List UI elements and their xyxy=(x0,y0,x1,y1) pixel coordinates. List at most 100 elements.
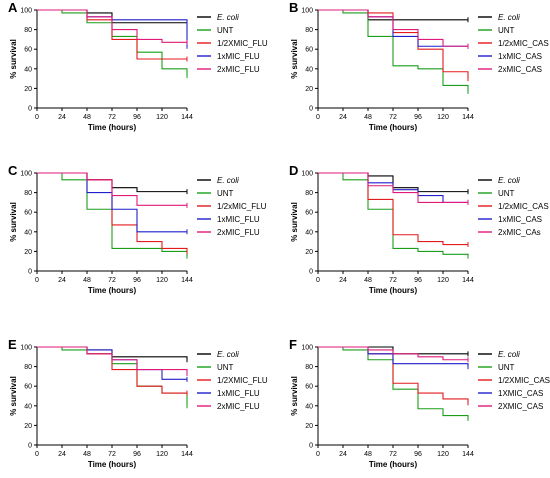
panel-letter: C xyxy=(8,163,18,178)
x-tick-label: 0 xyxy=(316,451,320,458)
y-tick-label: 20 xyxy=(24,249,32,256)
x-tick-label: 120 xyxy=(437,114,449,121)
x-tick-label: 0 xyxy=(35,277,39,284)
panel-C: C 0 20 40 60 80 100 0 24 48 72 96 120 144 Time (hours)… xyxy=(8,163,267,295)
legend-label: UNT xyxy=(498,189,515,198)
x-tick-label: 144 xyxy=(462,277,474,284)
y-tick-label: 60 xyxy=(24,384,32,391)
x-axis-title: Time (hours) xyxy=(369,286,418,295)
x-tick-label: 24 xyxy=(58,451,66,458)
legend-label: 1xMIC_CAS xyxy=(498,52,542,61)
y-tick-label: 20 xyxy=(305,249,313,256)
panel-letter: E xyxy=(8,337,17,352)
y-tick-label: 80 xyxy=(305,190,313,197)
panel-letter: F xyxy=(289,337,297,352)
x-tick-label: 144 xyxy=(462,451,474,458)
series-line-4 xyxy=(37,346,188,374)
x-tick-label: 24 xyxy=(58,277,66,284)
y-tick-label: 40 xyxy=(305,66,313,73)
x-tick-label: 144 xyxy=(181,277,193,284)
legend-label: 2xMIC_FLU xyxy=(217,228,260,237)
x-tick-label: 24 xyxy=(339,277,347,284)
y-axis-title: % survival xyxy=(9,376,18,416)
legend-label: E. coli xyxy=(217,350,239,359)
y-tick-label: 80 xyxy=(24,190,32,197)
y-tick-label: 40 xyxy=(24,403,32,410)
legend-label: UNT xyxy=(217,26,234,35)
x-tick-label: 120 xyxy=(437,277,449,284)
panel-E: E 0 20 40 60 80 100 0 24 48 72 96 120 144 Time (hours)… xyxy=(8,337,268,469)
x-tick-label: 96 xyxy=(414,277,422,284)
series-line-1 xyxy=(318,172,469,257)
y-tick-label: 20 xyxy=(305,423,313,430)
panel-A: A 0 20 40 60 80 100 0 24 48 72 96 120 144 Time (hours)… xyxy=(8,0,268,132)
y-axis-title: % survival xyxy=(9,39,18,79)
x-tick-label: 0 xyxy=(316,114,320,121)
x-tick-label: 24 xyxy=(58,114,66,121)
x-tick-label: 48 xyxy=(83,114,91,121)
legend-label: E. coli xyxy=(498,176,520,185)
y-tick-label: 60 xyxy=(24,210,32,217)
y-tick-label: 0 xyxy=(309,106,313,113)
x-tick-label: 72 xyxy=(389,114,397,121)
x-tick-label: 120 xyxy=(156,277,168,284)
legend-label: 1xMIC_FLU xyxy=(217,215,260,224)
legend-label: 1xMIC_CAS xyxy=(498,215,542,224)
x-tick-label: 96 xyxy=(414,451,422,458)
x-tick-label: 72 xyxy=(108,277,116,284)
x-tick-label: 120 xyxy=(156,451,168,458)
legend-label: 1/2XMIC_FLU xyxy=(217,39,268,48)
y-tick-label: 40 xyxy=(24,66,32,73)
legend-label: 2xMIC_CAs xyxy=(498,228,541,237)
series-line-4 xyxy=(318,9,468,47)
series-line-4 xyxy=(37,172,187,206)
y-tick-label: 80 xyxy=(24,27,32,34)
series-line-4 xyxy=(318,346,468,361)
y-axis-title: % survival xyxy=(9,202,18,242)
y-tick-label: 100 xyxy=(20,8,32,15)
y-tick-label: 60 xyxy=(24,47,32,54)
y-tick-label: 40 xyxy=(305,229,313,236)
legend-label: UNT xyxy=(498,363,515,372)
x-axis-title: Time (hours) xyxy=(88,286,137,295)
y-tick-label: 0 xyxy=(309,443,313,450)
x-tick-label: 96 xyxy=(133,277,141,284)
legend-label: 1/2XMIC_FLU xyxy=(217,376,268,385)
y-tick-label: 0 xyxy=(28,443,32,450)
x-tick-label: 48 xyxy=(364,114,372,121)
legend-label: UNT xyxy=(498,26,515,35)
panel-letter: A xyxy=(8,0,18,15)
panel-B: B 0 20 40 60 80 100 0 24 48 72 96 120 144 Time (hours)… xyxy=(289,0,549,132)
legend-label: E. coli xyxy=(217,176,239,185)
y-tick-label: 0 xyxy=(28,269,32,276)
x-tick-label: 0 xyxy=(35,114,39,121)
x-tick-label: 120 xyxy=(437,451,449,458)
series-line-1 xyxy=(318,9,469,92)
y-tick-label: 100 xyxy=(20,171,32,178)
x-tick-label: 96 xyxy=(133,114,141,121)
x-axis-title: Time (hours) xyxy=(88,460,137,469)
x-axis-title: Time (hours) xyxy=(369,123,418,132)
x-tick-label: 48 xyxy=(83,277,91,284)
x-tick-label: 96 xyxy=(414,114,422,121)
x-tick-label: 72 xyxy=(108,114,116,121)
y-tick-label: 100 xyxy=(301,171,313,178)
legend-label: E. coli xyxy=(498,350,520,359)
legend-label: 1/2XMIC_CAS xyxy=(498,376,550,385)
x-tick-label: 72 xyxy=(389,451,397,458)
x-tick-label: 24 xyxy=(339,451,347,458)
x-tick-label: 96 xyxy=(133,451,141,458)
series-line-4 xyxy=(37,9,187,43)
legend-label: 1/2xMIC_CAS xyxy=(498,202,549,211)
y-axis-title: % survival xyxy=(290,202,299,242)
y-tick-label: 0 xyxy=(309,269,313,276)
legend-label: 1XMIC_CAS xyxy=(498,389,543,398)
x-tick-label: 48 xyxy=(83,451,91,458)
y-tick-label: 20 xyxy=(24,86,32,93)
panel-letter: D xyxy=(289,163,298,178)
y-tick-label: 100 xyxy=(301,8,313,15)
legend-label: 2XMIC_CAS xyxy=(498,402,543,411)
series-line-1 xyxy=(318,346,469,419)
y-tick-label: 80 xyxy=(305,364,313,371)
